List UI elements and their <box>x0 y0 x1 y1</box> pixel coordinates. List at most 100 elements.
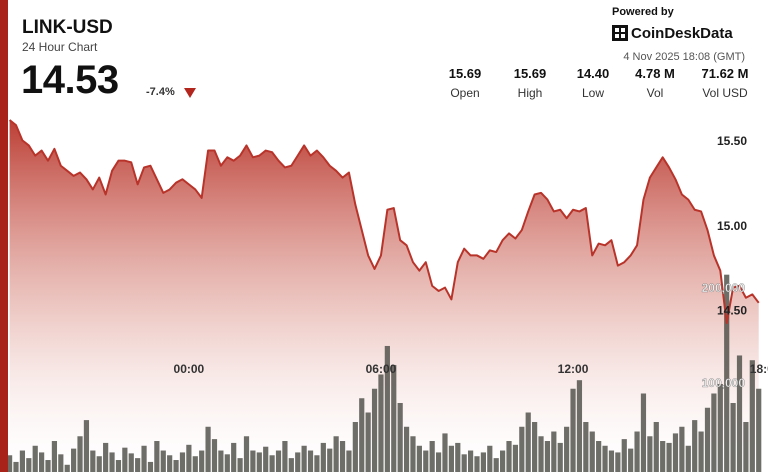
volume-bar <box>717 383 723 472</box>
volume-bar <box>103 442 109 472</box>
volume-bar <box>596 441 602 472</box>
stat-value: 4.78 M <box>635 66 675 81</box>
volume-bar <box>64 464 70 472</box>
volume-bar <box>756 388 762 472</box>
volume-bar <box>455 442 461 472</box>
volume-bar <box>371 388 378 472</box>
volume-bar <box>589 431 595 472</box>
volume-bar <box>115 460 122 472</box>
volume-bar <box>448 445 454 472</box>
volume-bar <box>147 461 154 472</box>
volume-bar <box>263 446 269 472</box>
volume-bar <box>224 454 230 472</box>
volume-bar <box>743 422 749 472</box>
volume-bar <box>250 450 256 472</box>
stat: 4.78 M Vol <box>620 66 690 100</box>
volume-bar <box>704 407 711 472</box>
volume-bar <box>666 442 672 472</box>
volume-bar <box>19 450 26 472</box>
volume-bar <box>467 450 474 472</box>
volume-bar <box>90 450 96 472</box>
volume-bar <box>576 380 583 472</box>
volume-bar <box>692 420 698 472</box>
volume-bar <box>295 452 301 472</box>
volume-bar <box>269 455 275 472</box>
volume-bar <box>77 436 83 472</box>
stat-label: Vol <box>646 86 664 100</box>
volume-bar <box>141 445 147 472</box>
stat-value: 15.69 <box>448 66 482 81</box>
volume-bar <box>256 452 262 472</box>
volume-bar <box>634 431 640 472</box>
volume-bar <box>192 456 198 472</box>
y-tick-label: 15.00 <box>717 219 747 233</box>
x-tick-label: 12:00 <box>558 362 589 376</box>
volume-bar <box>602 445 608 472</box>
volume-bar <box>211 439 218 472</box>
volume-bar <box>333 436 339 472</box>
volume-bar <box>32 445 38 472</box>
volume-bar <box>410 436 416 472</box>
volume-bar <box>307 450 314 472</box>
volume-bar <box>167 455 173 472</box>
stat: 71.62 M Vol USD <box>690 66 760 100</box>
volume-bar <box>512 444 519 472</box>
stat-label: Vol USD <box>702 86 748 100</box>
stat-value: 14.40 <box>576 66 610 81</box>
volume-bar <box>109 452 115 472</box>
volume-bar <box>429 441 435 472</box>
volume-bar <box>480 452 487 472</box>
x-tick-label: 00:00 <box>174 362 205 376</box>
volume-bar <box>435 452 442 472</box>
volume-bar <box>525 412 531 472</box>
volume-bar <box>339 441 346 472</box>
volume-bar <box>275 450 282 472</box>
volume-bar <box>160 450 166 472</box>
volume-bar <box>186 444 192 472</box>
volume-bar <box>173 460 179 472</box>
price: 14.53 <box>21 58 119 102</box>
volume-bar <box>13 461 19 472</box>
y2-tick-label: 100,000 <box>702 376 746 390</box>
volume-bar <box>628 448 634 472</box>
volume-bar <box>58 454 64 472</box>
volume-bar <box>698 431 704 472</box>
stat: 15.69 High <box>495 66 565 100</box>
subtitle: 24 Hour Chart <box>22 40 98 54</box>
volume-bar <box>647 436 653 472</box>
volume-bar <box>352 422 358 472</box>
stat-value: 71.62 M <box>701 66 749 81</box>
volume-bar <box>660 441 666 472</box>
volume-bar <box>83 420 90 472</box>
volume-bar <box>122 447 128 472</box>
volume-bar <box>442 433 448 472</box>
volume-bar <box>583 422 589 472</box>
volume-bar <box>724 274 730 472</box>
volume-bar <box>346 450 352 472</box>
powered-by: Powered by <box>612 6 674 18</box>
volume-bar <box>7 455 13 472</box>
volume-bar <box>51 441 58 472</box>
volume-bar <box>237 458 243 472</box>
volume-bar <box>493 458 499 472</box>
volume-bar <box>500 450 506 472</box>
volume-bar <box>327 448 333 472</box>
volume-bar <box>608 450 615 472</box>
title: LINK-USD <box>22 17 113 38</box>
volume-bar <box>71 448 77 472</box>
stat-label: Low <box>581 86 604 100</box>
volume-bar <box>26 458 32 472</box>
volume-bar <box>378 374 384 472</box>
stat-value: 15.69 <box>513 66 547 81</box>
volume-bar <box>288 458 294 472</box>
volume-bar <box>538 436 544 472</box>
volume-bar <box>301 445 307 472</box>
volume-bar <box>243 436 250 472</box>
volume-bar <box>564 426 570 472</box>
volume-bar <box>519 426 525 472</box>
stat-label: Open <box>450 86 480 100</box>
volume-bar <box>711 393 717 472</box>
stat-label: High <box>517 86 543 100</box>
accent-bar <box>0 0 8 472</box>
